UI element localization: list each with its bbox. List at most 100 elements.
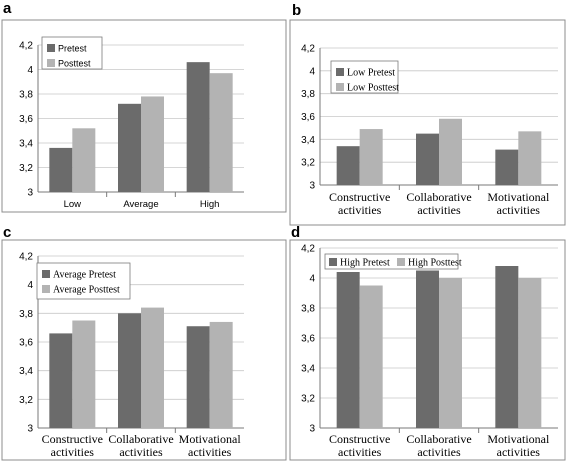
legend: High Pretest High Posttest bbox=[324, 253, 462, 270]
x-category-label: Collaborative bbox=[108, 432, 173, 446]
legend-label: Average Posttest bbox=[53, 285, 120, 296]
chart-panel-c: c33,23,43,63,844,2Constructiveactivities… bbox=[1, 224, 287, 461]
panel-frame bbox=[289, 19, 566, 226]
legend-swatch bbox=[397, 258, 405, 266]
bar-posttest bbox=[141, 307, 164, 428]
bar-pretest bbox=[49, 147, 73, 192]
bar-pretest bbox=[336, 146, 360, 185]
legend-label: High Posttest bbox=[408, 258, 462, 269]
y-tick-label: 3 bbox=[27, 188, 33, 199]
x-category-label: activities bbox=[51, 445, 95, 459]
legend-swatch bbox=[336, 83, 344, 91]
x-category-label: activities bbox=[338, 203, 382, 217]
legend-box bbox=[324, 253, 459, 270]
legend: Average Pretest Average Posttest bbox=[36, 262, 131, 300]
y-tick-label: 3,4 bbox=[301, 135, 315, 146]
panel-letter: b bbox=[292, 2, 301, 19]
panel-letter: a bbox=[3, 0, 12, 17]
bar-posttest bbox=[72, 320, 96, 428]
bar-posttest bbox=[518, 131, 542, 185]
legend-label: Posttest bbox=[58, 59, 91, 69]
x-category-label: Collaborative bbox=[406, 190, 471, 204]
bar-pretest bbox=[495, 149, 519, 185]
y-tick-label: 3 bbox=[27, 424, 33, 435]
y-tick-label: 3,4 bbox=[19, 139, 33, 150]
panel-letter: d bbox=[291, 224, 300, 241]
bar-posttest bbox=[518, 278, 542, 428]
legend-swatch bbox=[42, 285, 50, 293]
y-tick-label: 3,4 bbox=[301, 364, 315, 375]
x-category-label: Low bbox=[64, 199, 82, 210]
legend-swatch bbox=[336, 68, 344, 76]
legend-label: Low Posttest bbox=[347, 83, 399, 94]
x-category-label: Average bbox=[123, 199, 158, 210]
bar-posttest bbox=[209, 73, 233, 192]
legend-box bbox=[36, 262, 131, 300]
chart-panel-b: b33,23,43,63,844,2Constructiveactivities… bbox=[289, 2, 566, 226]
y-tick-label: 3,8 bbox=[19, 309, 33, 320]
x-category-label: activities bbox=[497, 445, 541, 459]
x-category-label: activities bbox=[417, 203, 461, 217]
bar-posttest bbox=[439, 278, 462, 428]
y-tick-label: 3,8 bbox=[19, 90, 33, 101]
bar-posttest bbox=[359, 285, 383, 428]
y-tick-label: 4,2 bbox=[301, 44, 315, 55]
x-category-label: activities bbox=[497, 203, 541, 217]
legend-swatch bbox=[47, 44, 55, 52]
bar-pretest bbox=[186, 326, 210, 428]
legend-label: Pretest bbox=[58, 44, 87, 54]
x-category-label: activities bbox=[338, 445, 382, 459]
y-tick-label: 4 bbox=[27, 65, 33, 76]
bar-posttest bbox=[359, 129, 383, 185]
y-tick-label: 3,2 bbox=[19, 163, 33, 174]
y-tick-label: 3,6 bbox=[301, 334, 315, 345]
x-category-label: activities bbox=[188, 445, 232, 459]
bar-pretest bbox=[416, 133, 439, 185]
legend-label: Low Pretest bbox=[347, 68, 395, 79]
x-category-label: Constructive bbox=[329, 190, 390, 204]
x-category-label: Motivational bbox=[487, 432, 550, 446]
bar-pretest bbox=[186, 62, 210, 193]
x-category-label: High bbox=[200, 199, 220, 210]
bar-pretest bbox=[416, 270, 439, 428]
bar-pretest bbox=[495, 266, 519, 428]
y-tick-label: 3,6 bbox=[19, 338, 33, 349]
y-tick-label: 4,2 bbox=[301, 244, 315, 255]
chart-panel-d: d33,23,43,63,844,2Constructiveactivities… bbox=[289, 224, 566, 461]
y-tick-label: 3,2 bbox=[19, 395, 33, 406]
legend: Pretest Posttest bbox=[41, 36, 103, 70]
x-category-label: Collaborative bbox=[406, 432, 471, 446]
bar-posttest bbox=[141, 96, 164, 192]
legend-label: Average Pretest bbox=[53, 270, 116, 281]
bar-pretest bbox=[118, 103, 141, 192]
y-tick-label: 4 bbox=[27, 280, 33, 291]
y-tick-label: 3,2 bbox=[301, 394, 315, 405]
y-tick-label: 3,8 bbox=[301, 89, 315, 100]
y-tick-label: 4,2 bbox=[19, 41, 33, 52]
legend-swatch bbox=[47, 59, 55, 67]
bar-pretest bbox=[49, 333, 73, 428]
y-tick-label: 4,2 bbox=[19, 252, 33, 263]
bar-pretest bbox=[336, 272, 360, 428]
x-category-label: Constructive bbox=[329, 432, 390, 446]
bar-pretest bbox=[118, 313, 141, 428]
bar-posttest bbox=[439, 118, 462, 185]
x-category-label: activities bbox=[119, 445, 163, 459]
y-tick-label: 3 bbox=[309, 424, 315, 435]
panel-letter: c bbox=[3, 224, 11, 241]
y-tick-label: 3 bbox=[309, 181, 315, 192]
x-category-label: Constructive bbox=[42, 432, 103, 446]
y-tick-label: 3,2 bbox=[301, 158, 315, 169]
y-tick-label: 3,4 bbox=[19, 366, 33, 377]
x-category-label: Motivational bbox=[487, 190, 550, 204]
y-tick-label: 3,8 bbox=[301, 304, 315, 315]
legend-swatch bbox=[329, 258, 337, 266]
legend-swatch bbox=[42, 270, 50, 278]
bar-posttest bbox=[209, 321, 233, 428]
legend-label: High Pretest bbox=[340, 258, 390, 269]
y-tick-label: 4 bbox=[309, 66, 315, 77]
x-category-label: Motivational bbox=[179, 432, 242, 446]
y-tick-label: 3,6 bbox=[19, 114, 33, 125]
